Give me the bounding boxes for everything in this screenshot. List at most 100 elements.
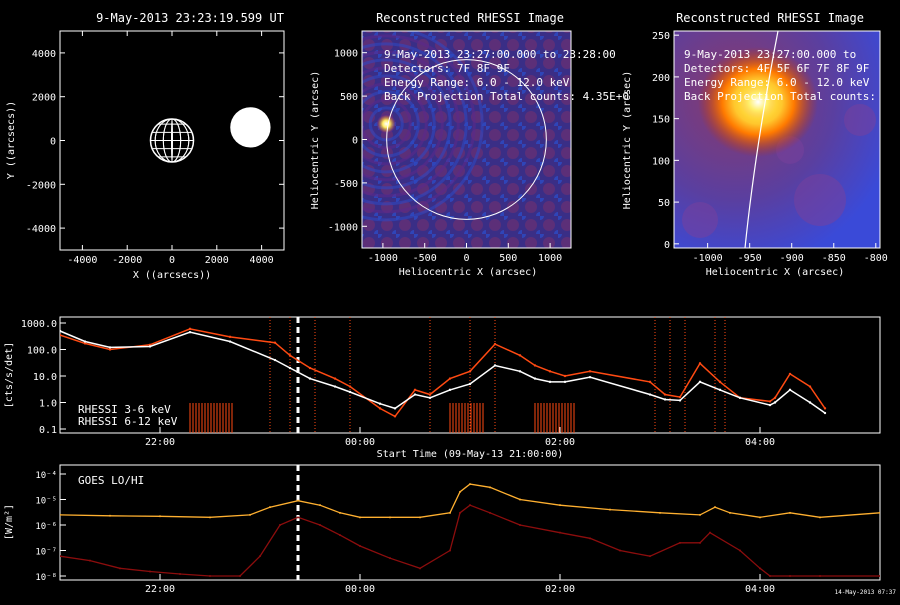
background-blob bbox=[844, 104, 876, 136]
data-point bbox=[759, 516, 761, 519]
data-point bbox=[493, 342, 497, 346]
background-blob bbox=[682, 202, 718, 238]
y-tick-label: 50 bbox=[658, 198, 670, 209]
sidelobe-ring bbox=[362, 66, 444, 182]
data-point bbox=[393, 415, 397, 418]
x-tick-label: 2000 bbox=[205, 255, 229, 266]
flare-source bbox=[377, 114, 396, 133]
data-point bbox=[108, 346, 112, 349]
data-point bbox=[393, 407, 397, 410]
data-point bbox=[188, 330, 192, 334]
y-tick-label: 10⁻⁷ bbox=[35, 548, 57, 558]
data-point bbox=[297, 499, 299, 502]
x-tick-label: -500 bbox=[413, 253, 437, 264]
x-tick-label: 22:00 bbox=[145, 437, 175, 448]
data-point bbox=[119, 567, 121, 570]
y-tick-label: 10⁻⁵ bbox=[35, 497, 57, 507]
data-point bbox=[449, 549, 451, 552]
y-tick-label: 10⁻⁶ bbox=[35, 522, 57, 532]
data-point bbox=[489, 511, 491, 514]
data-point bbox=[789, 511, 791, 514]
panel-rhessi-image-zoom: Reconstructed RHESSI Image 9-May-2013 23… bbox=[622, 11, 888, 278]
panel4-yticks: 1000.0 100.0 10.0 1.0 0.1 bbox=[21, 319, 66, 436]
data-point bbox=[563, 374, 567, 378]
y-tick-label: 200 bbox=[652, 73, 670, 84]
panel2-xlabel: Heliocentric X (arcsec) bbox=[399, 267, 537, 278]
panel1-title: 9-May-2013 23:23:19.599 UT bbox=[96, 11, 284, 25]
data-point bbox=[319, 504, 321, 507]
panel3-xticks: -1000 -950 -900 -850 -800 bbox=[693, 243, 888, 264]
flare-source-core bbox=[734, 79, 783, 124]
x-tick-label: 22:00 bbox=[145, 584, 175, 595]
data-point bbox=[319, 524, 321, 526]
data-point bbox=[288, 366, 292, 370]
legend-label: RHESSI 3-6 keV bbox=[78, 403, 171, 416]
panel-rhessi-image-wide: Reconstructed RHESSI Image 9-May-2013 23… bbox=[310, 11, 629, 278]
sun-longitude-line bbox=[171, 118, 173, 163]
data-point bbox=[808, 401, 812, 404]
data-point bbox=[648, 393, 652, 396]
data-point bbox=[563, 380, 567, 384]
data-point bbox=[228, 335, 232, 339]
panel4-ylabel: [cts/s/det] bbox=[4, 342, 15, 408]
solar-limb bbox=[386, 59, 547, 220]
data-point bbox=[619, 549, 621, 552]
panel-solar-locator: 9-May-2013 23:23:19.599 UT -4000 -2000 0 20… bbox=[6, 11, 285, 281]
panel5-ylabel: [W/m²] bbox=[4, 504, 15, 540]
x-tick-label: 500 bbox=[499, 253, 517, 264]
data-point bbox=[448, 388, 452, 392]
data-point bbox=[773, 396, 777, 400]
data-point bbox=[348, 390, 352, 394]
data-point bbox=[259, 555, 261, 558]
panel3-image bbox=[682, 31, 876, 248]
y-tick-label: 2000 bbox=[32, 93, 56, 104]
data-point bbox=[773, 401, 777, 404]
data-point bbox=[588, 376, 592, 379]
info-line: 9-May-2013 23:27:00.000 to bbox=[684, 48, 856, 61]
data-point bbox=[788, 388, 792, 392]
x-tick-label: -1000 bbox=[368, 253, 398, 264]
white-disk-marker bbox=[230, 107, 271, 148]
data-point bbox=[819, 575, 821, 577]
panel3-ylabel: Heliocentric Y (arcsec) bbox=[622, 71, 633, 209]
data-point bbox=[188, 327, 192, 331]
data-point bbox=[819, 516, 821, 519]
data-point bbox=[768, 400, 772, 403]
panel2-image bbox=[362, 31, 547, 222]
sidelobe-ring bbox=[362, 50, 460, 198]
data-point bbox=[148, 345, 152, 348]
y-tick-label: 0.1 bbox=[39, 425, 57, 436]
y-tick-label: 0 bbox=[50, 137, 56, 148]
data-point bbox=[179, 572, 181, 575]
data-point bbox=[738, 396, 742, 400]
sidelobe-ring bbox=[362, 42, 468, 206]
x-tick-label: -950 bbox=[738, 253, 762, 264]
x-tick-label: -800 bbox=[864, 253, 888, 264]
panel1-objects bbox=[149, 107, 271, 163]
data-point bbox=[718, 380, 722, 384]
x-tick-label: 0 bbox=[463, 253, 469, 264]
panel1-yticks: -4000 -2000 0 2000 4000 bbox=[26, 49, 284, 235]
data-point bbox=[648, 380, 652, 384]
panel4-markers bbox=[269, 317, 726, 433]
data-point bbox=[718, 388, 722, 392]
panel-rhessi-lightcurve: 1000.0 100.0 10.0 1.0 0.1 22:00 00:00 02:00 04:… bbox=[4, 316, 881, 460]
x-tick-label: 02:00 bbox=[545, 437, 575, 448]
data-point bbox=[333, 385, 337, 388]
data-point bbox=[468, 370, 472, 373]
data-point bbox=[109, 514, 111, 517]
sidelobe-ring bbox=[362, 31, 484, 222]
data-point bbox=[519, 498, 521, 501]
info-line: Detectors: 7F 8F 9F bbox=[384, 62, 510, 75]
info-line: 9-May-2013 23:27:00.000 to 23:28:00 bbox=[384, 48, 616, 61]
panel1-ylabel: Y ((arcsecs)) bbox=[6, 101, 17, 179]
sun-longitude-line bbox=[154, 118, 190, 163]
data-point bbox=[89, 559, 91, 562]
y-tick-label: 500 bbox=[340, 92, 358, 103]
y-tick-label: -500 bbox=[334, 179, 358, 190]
info-line: Back Projection Total counts: bbox=[684, 90, 876, 103]
data-point bbox=[419, 567, 421, 570]
